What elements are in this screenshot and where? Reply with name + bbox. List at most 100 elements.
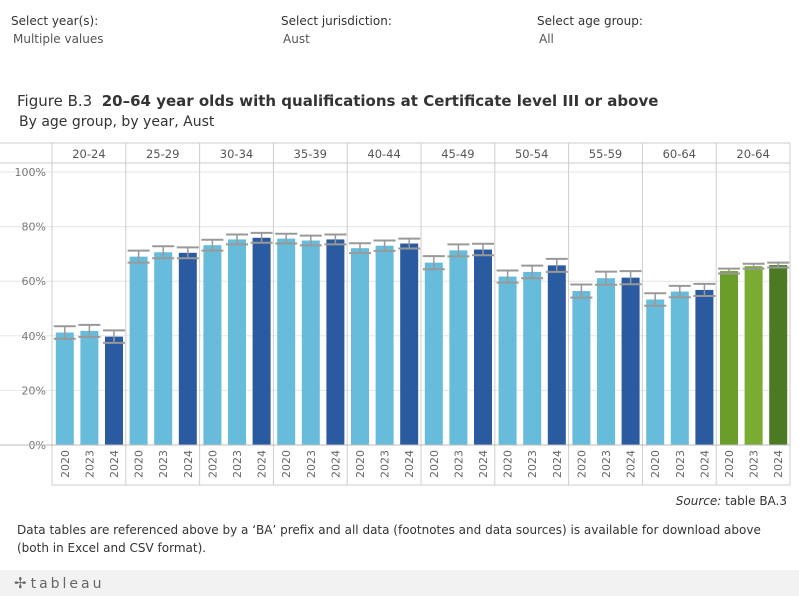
x-tick-label: 2020 xyxy=(649,450,662,478)
x-tick-label: 2020 xyxy=(428,450,441,478)
bar xyxy=(400,243,419,445)
error-bar xyxy=(447,243,470,258)
age-group-filter-value[interactable]: All xyxy=(539,32,554,46)
panel-header-label: 25-29 xyxy=(146,147,179,161)
data-note: Data tables are referenced above by a ‘B… xyxy=(17,523,761,555)
error-bar xyxy=(226,233,248,246)
bar xyxy=(55,332,74,445)
year-filter[interactable]: Select year(s): Multiple values xyxy=(11,14,104,46)
error-bar xyxy=(718,267,740,275)
bar xyxy=(498,276,517,445)
bar xyxy=(228,239,246,445)
error-bar xyxy=(324,233,347,246)
y-tick-label: 100% xyxy=(15,166,46,179)
tableau-plus-icon: ✢ xyxy=(14,574,27,592)
jurisdiction-filter[interactable]: Select jurisdiction: Aust xyxy=(281,14,392,46)
error-bar xyxy=(668,284,691,299)
bar xyxy=(621,277,640,445)
bar xyxy=(646,299,665,445)
age-group-filter[interactable]: Select age group: All xyxy=(537,14,643,46)
panel-header-label: 55-59 xyxy=(589,147,622,161)
bar xyxy=(252,237,271,445)
source-note: Source: table BA.3 xyxy=(676,494,787,508)
panel-header-label: 30-34 xyxy=(220,147,253,161)
x-tick-label: 2024 xyxy=(698,450,711,478)
x-tick-label: 2023 xyxy=(674,450,687,478)
error-bar xyxy=(545,257,568,273)
year-filter-label: Select year(s): xyxy=(11,14,99,28)
error-bar xyxy=(176,246,199,260)
tableau-logo[interactable]: ✢ tableau xyxy=(14,574,105,592)
x-tick-label: 2024 xyxy=(256,450,269,478)
bar xyxy=(80,330,99,445)
x-tick-label: 2023 xyxy=(305,450,318,478)
panel-header-label: 20-64 xyxy=(736,147,769,161)
jurisdiction-filter-value[interactable]: Aust xyxy=(283,32,310,46)
error-bar xyxy=(103,329,125,344)
x-tick-label: 2024 xyxy=(551,450,564,478)
x-tick-label: 2023 xyxy=(748,450,761,478)
bar xyxy=(375,245,394,445)
error-bar xyxy=(767,261,790,269)
panel-header-label: 60-64 xyxy=(663,147,696,161)
bar xyxy=(129,256,148,445)
bar xyxy=(523,271,542,445)
x-tick-label: 2023 xyxy=(83,450,96,478)
tableau-logo-text: tableau xyxy=(30,576,105,592)
bar xyxy=(351,248,369,445)
bar xyxy=(105,336,123,445)
x-tick-label: 2023 xyxy=(452,450,465,478)
x-tick-label: 2023 xyxy=(231,450,244,478)
bar xyxy=(670,291,689,445)
x-tick-label: 2023 xyxy=(379,450,392,478)
bar xyxy=(572,291,591,445)
error-bar xyxy=(349,242,371,255)
x-tick-label: 2023 xyxy=(526,450,539,478)
x-tick-label: 2024 xyxy=(772,450,785,478)
x-tick-label: 2020 xyxy=(59,450,72,478)
error-bar xyxy=(644,292,667,307)
figure-title: 20–64 year olds with qualifications at C… xyxy=(101,92,659,110)
bar xyxy=(744,266,763,445)
x-tick-label: 2020 xyxy=(280,450,293,478)
bar xyxy=(203,245,222,445)
error-bar xyxy=(373,239,396,252)
x-tick-label: 2020 xyxy=(354,450,367,478)
chart-title: Figure B.3 20–64 year olds with qualific… xyxy=(17,92,658,110)
error-bar xyxy=(595,270,617,286)
x-tick-label: 2023 xyxy=(600,450,613,478)
chart-subtitle: By age group, by year, Aust xyxy=(19,114,215,130)
bar xyxy=(695,289,714,445)
x-tick-label: 2024 xyxy=(403,450,416,478)
source-text: table BA.3 xyxy=(721,494,787,508)
x-tick-label: 2024 xyxy=(625,450,638,478)
bar xyxy=(720,271,738,445)
error-bar xyxy=(275,232,298,245)
panel-header-label: 45-49 xyxy=(441,147,474,161)
x-tick-label: 2023 xyxy=(157,450,170,478)
bar xyxy=(597,278,615,445)
y-tick-label: 40% xyxy=(22,330,46,343)
error-bar xyxy=(570,283,593,299)
panel-header-label: 40-44 xyxy=(367,147,400,161)
bar xyxy=(277,238,296,445)
bar xyxy=(474,249,492,445)
tableau-footer: ✢ tableau xyxy=(0,570,799,596)
x-tick-label: 2020 xyxy=(206,450,219,478)
bar xyxy=(301,240,320,445)
x-tick-label: 2020 xyxy=(502,450,515,478)
error-bar xyxy=(53,325,76,340)
error-bar xyxy=(693,282,716,297)
x-tick-label: 2020 xyxy=(133,450,146,478)
error-bar xyxy=(201,238,224,252)
x-tick-label: 2024 xyxy=(182,450,195,478)
bar xyxy=(178,252,197,445)
error-bar xyxy=(127,249,150,264)
jurisdiction-filter-label: Select jurisdiction: xyxy=(281,14,392,28)
panel-header-label: 50-54 xyxy=(515,147,548,161)
error-bar xyxy=(250,231,273,244)
panel-header-label: 35-39 xyxy=(294,147,327,161)
year-filter-value[interactable]: Multiple values xyxy=(13,32,104,46)
error-bar xyxy=(521,264,544,280)
source-prefix: Source: xyxy=(675,494,722,508)
